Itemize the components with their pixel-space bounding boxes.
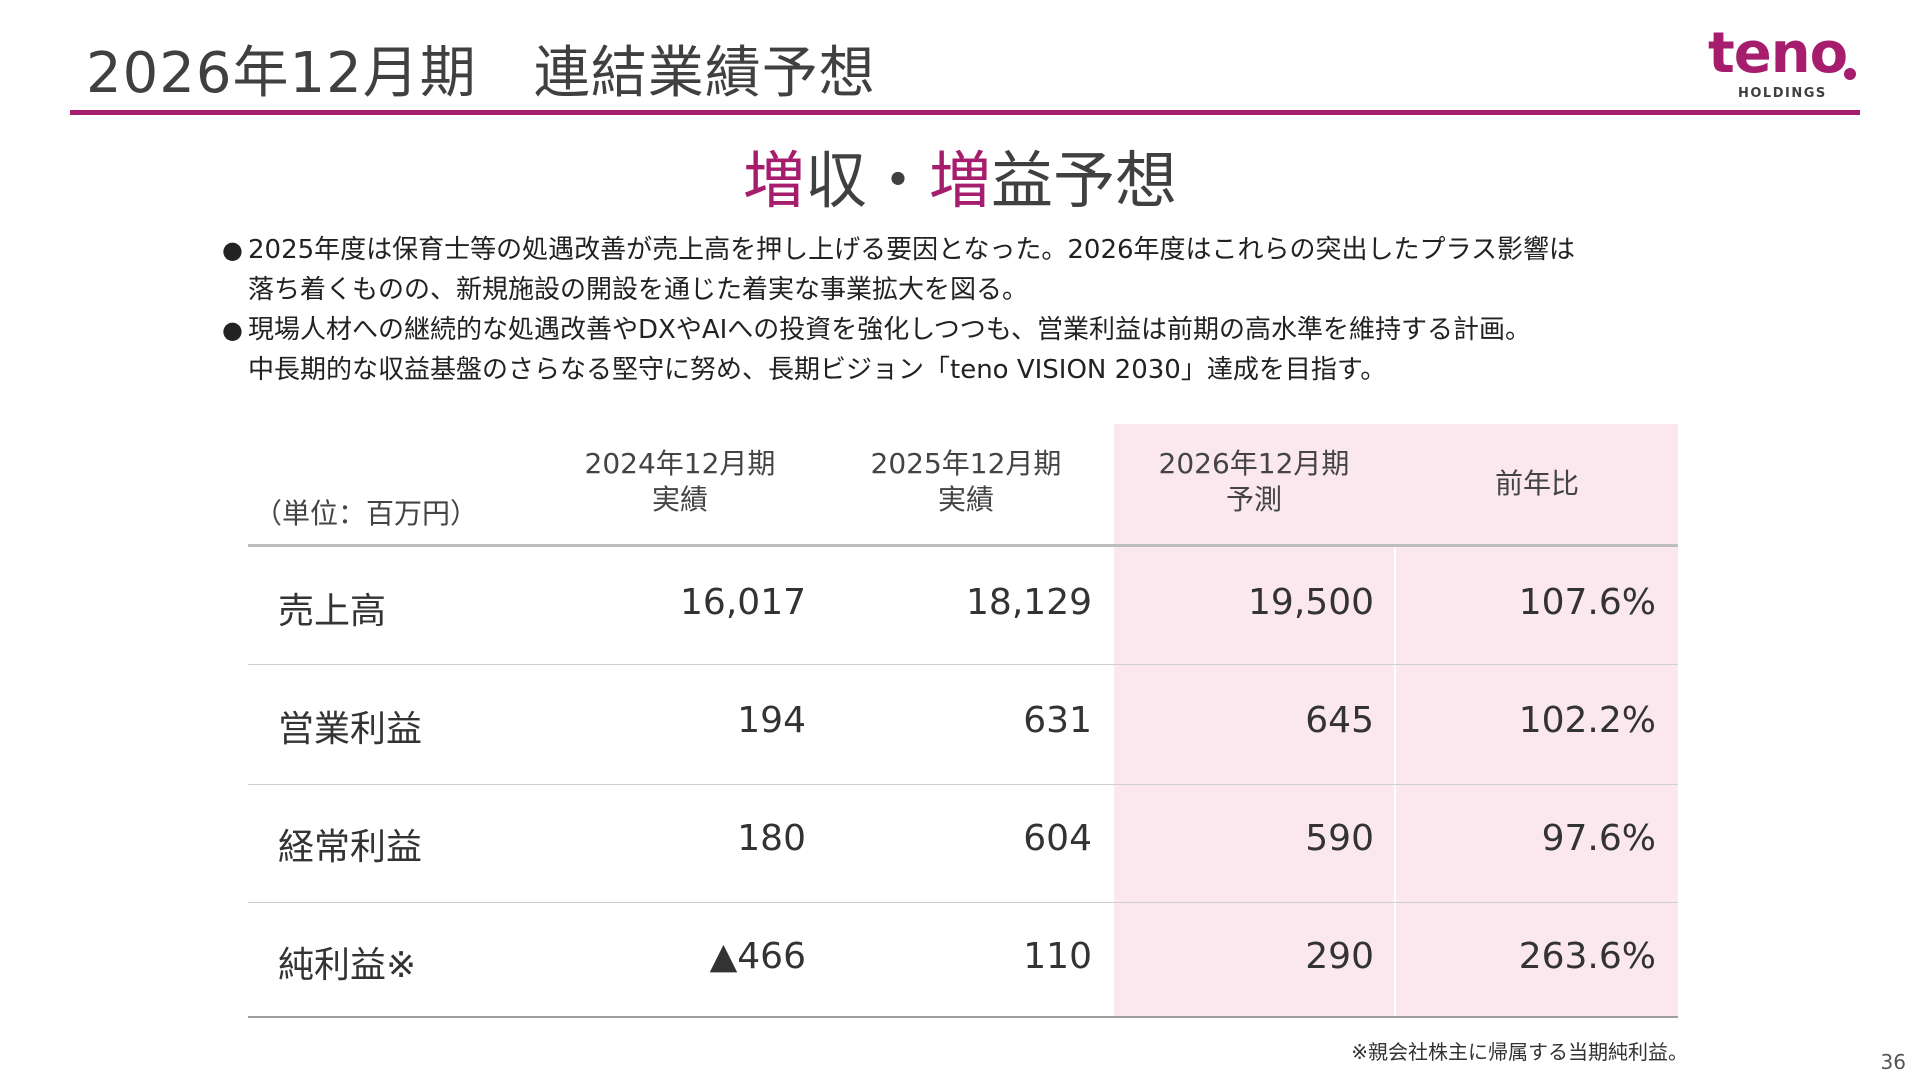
table-cell: 194 — [737, 700, 806, 741]
row-divider — [248, 664, 1678, 665]
table-cell: 19,500 — [1248, 582, 1374, 623]
headline-accent-1: 増 — [742, 144, 805, 217]
row-divider — [248, 784, 1678, 785]
column-header-2024: 2024年12月期 実績 — [584, 447, 776, 516]
table-cell: 107.6% — [1518, 582, 1656, 623]
row-label-net-profit: 純利益※ — [278, 945, 417, 986]
footnote: ※親会社株主に帰属する当期純利益。 — [1351, 1040, 1688, 1064]
table-cell: 16,017 — [680, 582, 806, 623]
logo-subtitle: HOLDINGS — [1738, 86, 1827, 101]
table-cell: 102.2% — [1518, 700, 1656, 741]
teno-logo: teno HOLDINGS — [1700, 22, 1860, 104]
headline: 増収・増益予想 — [0, 130, 1920, 220]
column-header-2026: 2026年12月期 予測 — [1158, 447, 1350, 516]
table-cell: 631 — [1023, 700, 1092, 741]
forecast-column-divider — [1394, 546, 1396, 1018]
table-cell: 263.6% — [1518, 936, 1656, 977]
row-divider — [248, 902, 1678, 903]
bullet-line: 現場人材への継続的な処遇改善やDXやAIへの投資を強化しつつも、営業利益は前期の… — [248, 315, 1531, 345]
bullet-list: ● 2025年度は保育士等の処遇改善が売上高を押し上げる要因となった。2026年… — [222, 230, 1722, 390]
logo-wordmark: teno — [1708, 21, 1848, 86]
forecast-column-highlight — [1114, 424, 1678, 1018]
table-cell: 97.6% — [1541, 818, 1656, 859]
bullet-marker: ● — [222, 316, 243, 344]
bullet-item: ● 現場人材への継続的な処遇改善やDXやAIへの投資を強化しつつも、営業利益は前… — [222, 310, 1722, 390]
headline-text-2: 益予想 — [991, 144, 1178, 217]
title-divider — [70, 110, 1860, 115]
table-cell: 590 — [1305, 818, 1374, 859]
headline-text-1: 収・ — [804, 144, 929, 217]
row-label-sales: 売上高 — [278, 591, 387, 632]
table-cell: 180 — [737, 818, 806, 859]
bullet-line: 落ち着くものの、新規施設の開設を通じた着実な事業拡大を図る。 — [248, 275, 1029, 305]
unit-label: （単位：百万円） — [254, 497, 479, 530]
table-cell: 18,129 — [966, 582, 1092, 623]
bullet-item: ● 2025年度は保育士等の処遇改善が売上高を押し上げる要因となった。2026年… — [222, 230, 1722, 310]
column-header-2025: 2025年12月期 実績 — [870, 447, 1062, 516]
table-cell: 604 — [1023, 818, 1092, 859]
table-cell: 645 — [1305, 700, 1374, 741]
logo-dot-icon — [1844, 68, 1856, 80]
bullet-marker: ● — [222, 236, 243, 264]
page-number: 36 — [1880, 1050, 1906, 1074]
bullet-line: 2025年度は保育士等の処遇改善が売上高を押し上げる要因となった。2026年度は… — [248, 235, 1576, 265]
table-bottom-rule — [248, 1016, 1678, 1018]
table-header-rule — [248, 544, 1678, 547]
table-cell: 290 — [1305, 936, 1374, 977]
bullet-line: 中長期的な収益基盤のさらなる堅守に努め、長期ビジョン「teno VISION 2… — [248, 355, 1387, 385]
headline-accent-2: 増 — [929, 144, 992, 217]
table-cell: ▲466 — [709, 936, 806, 977]
page-title: 2026年12月期 連結業績予想 — [86, 41, 876, 106]
column-header-yoy: 前年比 — [1494, 467, 1579, 500]
row-label-ordinary-profit: 経常利益 — [278, 827, 423, 868]
table-cell: 110 — [1023, 936, 1092, 977]
row-label-operating-profit: 営業利益 — [278, 709, 423, 750]
